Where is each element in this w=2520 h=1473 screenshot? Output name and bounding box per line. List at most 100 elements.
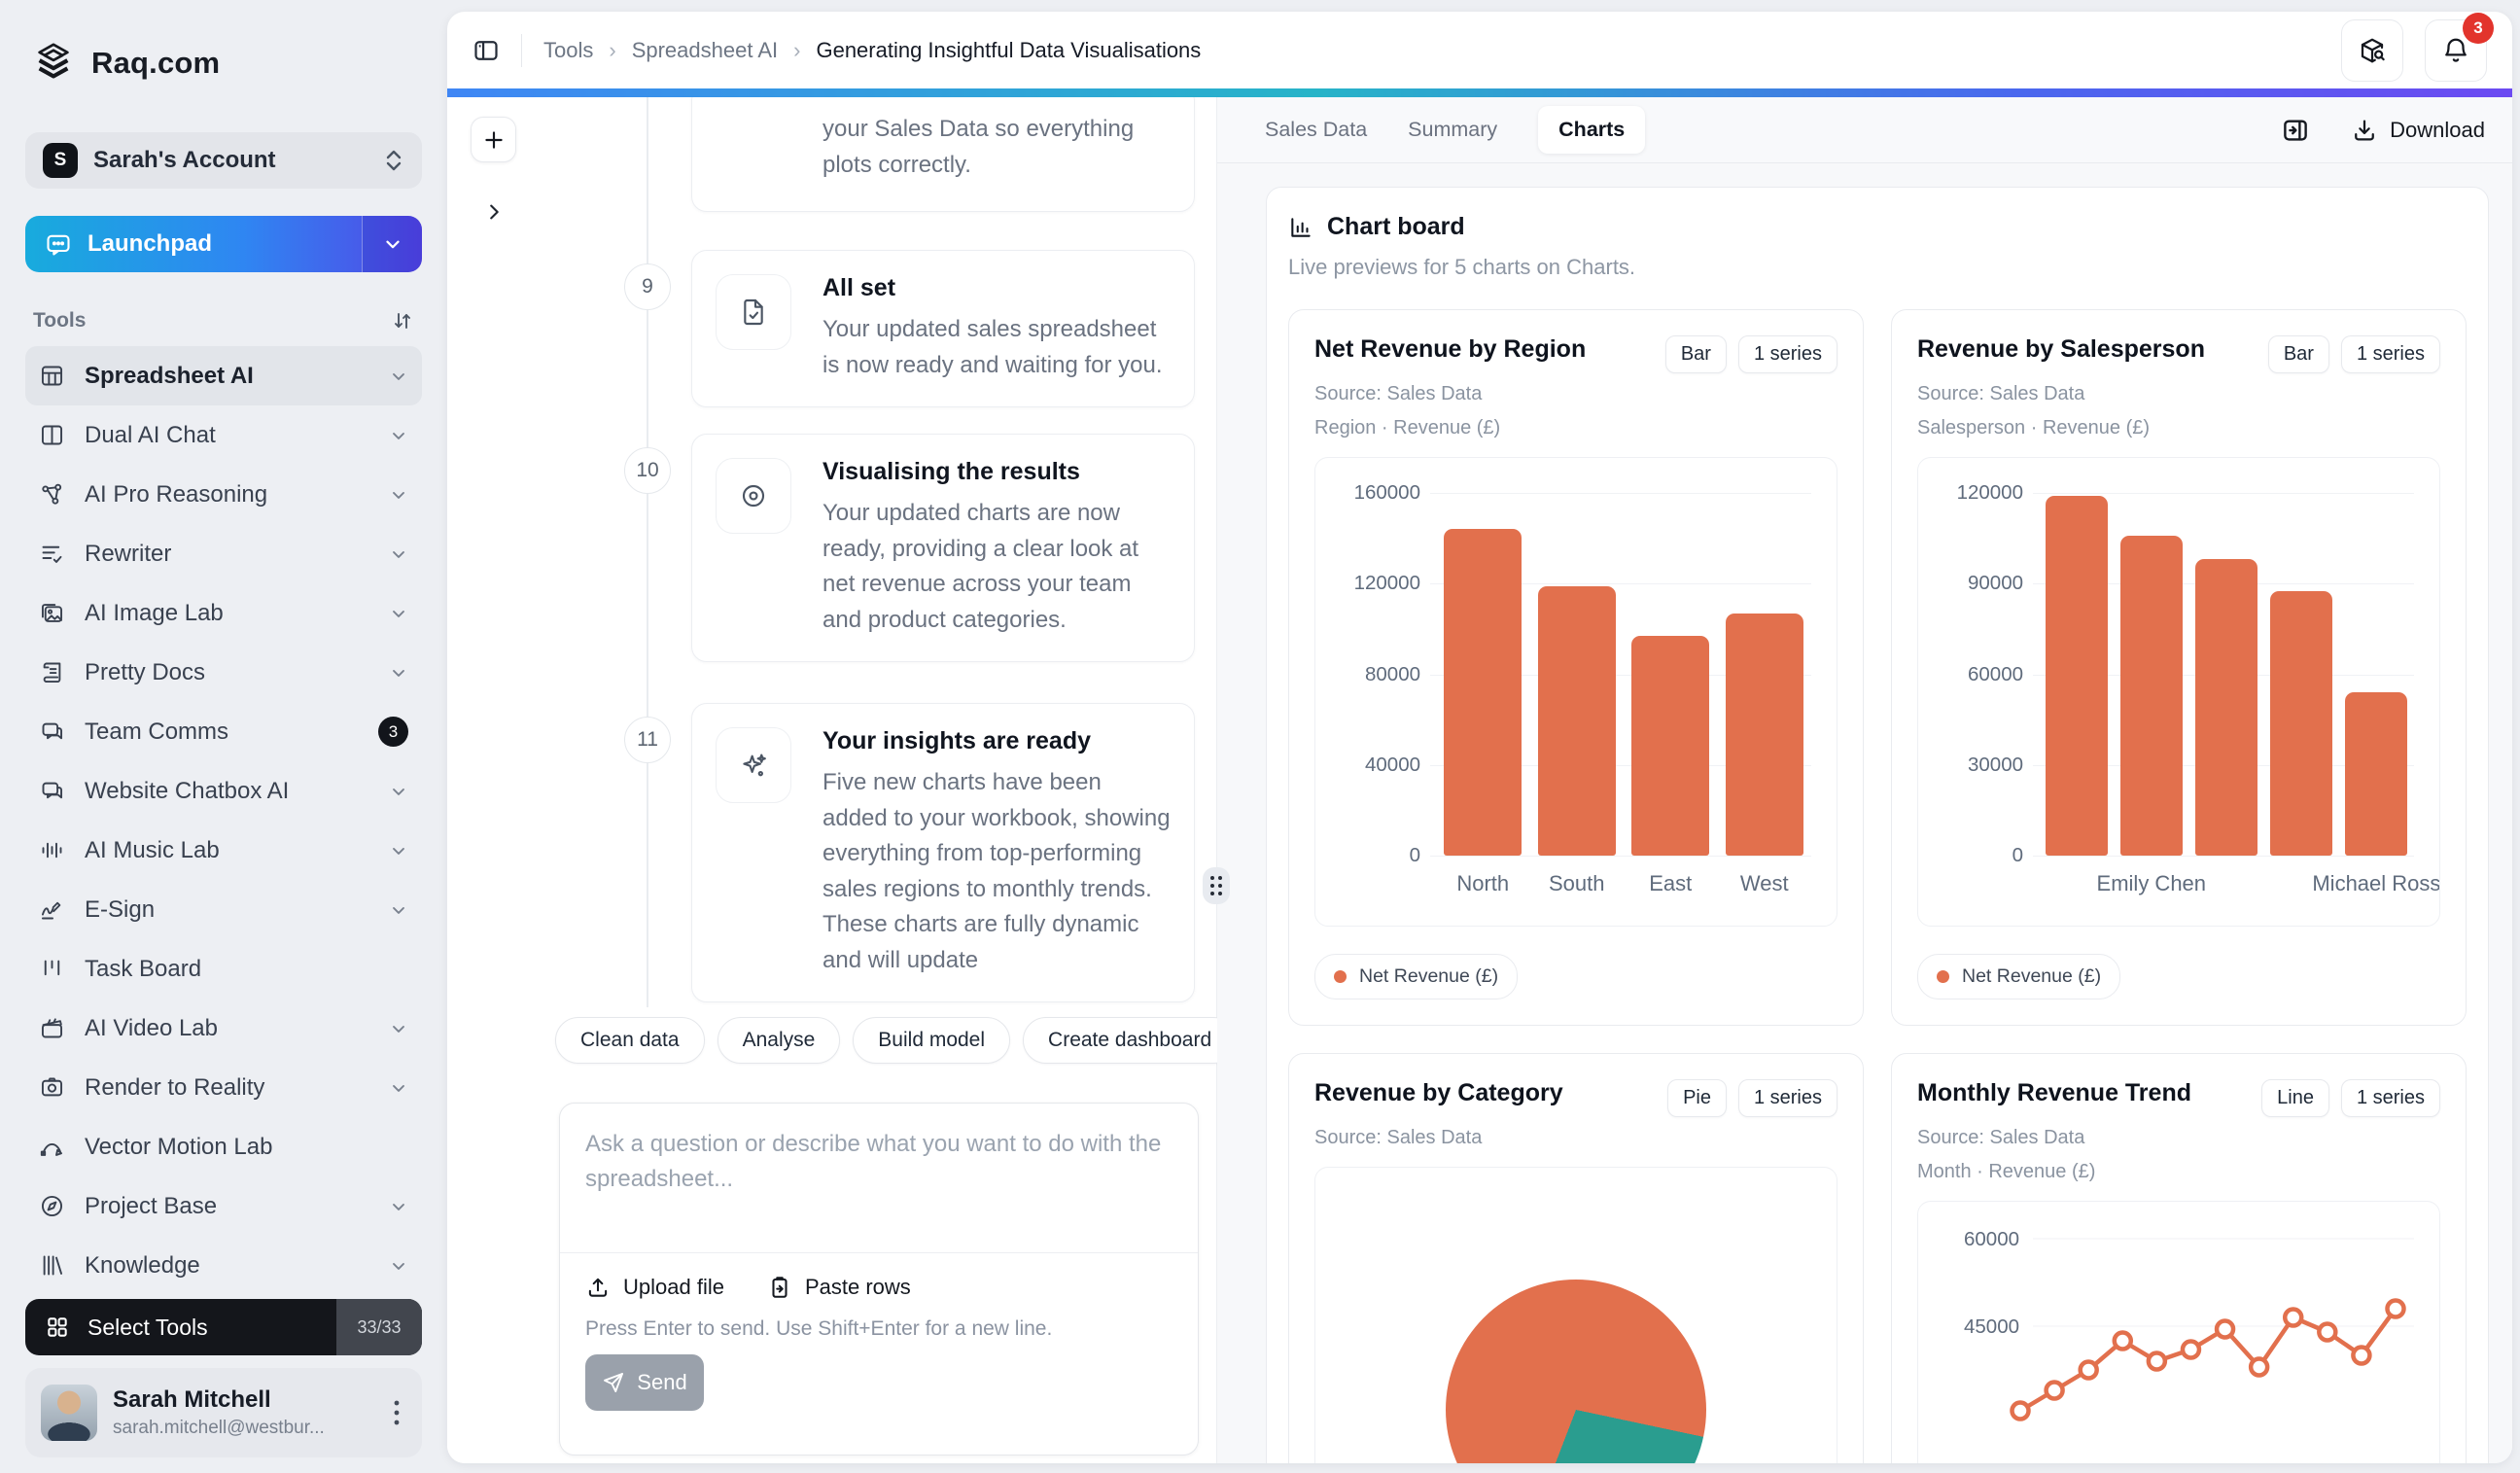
svg-text:60000: 60000 (1964, 1228, 2019, 1250)
sidebar-item-task-board[interactable]: Task Board (25, 939, 422, 999)
chart-type-badge: Bar (2268, 335, 2329, 373)
chat-bubble-icon (45, 230, 72, 258)
sidebar-item-rewriter[interactable]: Rewriter (25, 524, 422, 583)
launchpad-button[interactable]: Launchpad (25, 216, 422, 272)
chart-plot (1314, 1167, 1838, 1463)
message-timeline: your Sales Data so everything plots corr… (447, 97, 1216, 1007)
chart-type-badge: Line (2261, 1079, 2329, 1117)
series-count-badge: 1 series (1738, 335, 1838, 373)
chevron-down-icon (389, 604, 408, 623)
chart-title: Revenue by Category (1314, 1079, 1667, 1107)
chart-source: Source: Sales Data (1917, 1127, 2440, 1149)
chart-source: Source: Sales Data (1314, 1127, 1838, 1149)
step-number: 11 (624, 717, 671, 763)
tab-sales-data[interactable]: Sales Data (1265, 118, 1367, 142)
pane-resize-handle[interactable] (1203, 867, 1230, 904)
select-tools-count: 33/33 (336, 1299, 422, 1355)
chart-board-title: Chart board (1327, 213, 1465, 241)
message-title: All set (822, 274, 1171, 301)
send-button[interactable]: Send (585, 1354, 704, 1411)
sidebar-item-spreadsheet-ai[interactable]: Spreadsheet AI (25, 346, 422, 405)
paper-plane-icon (602, 1371, 625, 1394)
paste-rows-button[interactable]: Paste rows (767, 1275, 911, 1300)
chart-card-net-revenue-by-region: Net Revenue by Region Bar1 series Source… (1288, 309, 1864, 1026)
sidebar-item-ai-image-lab[interactable]: AI Image Lab (25, 583, 422, 643)
chat-input[interactable] (560, 1104, 1198, 1247)
sort-icon[interactable] (391, 309, 414, 333)
package-search-button[interactable] (2341, 19, 2403, 82)
series-count-badge: 1 series (2341, 335, 2440, 373)
tab-summary[interactable]: Summary (1408, 118, 1497, 142)
sidebar-item-project-base[interactable]: Project Base (25, 1176, 422, 1236)
sidebar-item-render-to-reality[interactable]: Render to Reality (25, 1058, 422, 1117)
spreadsheet-icon (39, 363, 65, 389)
collapse-panel-button[interactable] (2281, 116, 2310, 145)
tab-charts[interactable]: Charts (1538, 106, 1645, 154)
message-card: Your insights are ready Five new charts … (691, 703, 1195, 1002)
sidebar-item-e-sign[interactable]: E-Sign (25, 880, 422, 939)
sidebar-item-ai-music-lab[interactable]: AI Music Lab (25, 821, 422, 880)
user-email: sarah.mitchell@westbur... (113, 1418, 371, 1439)
chip-analyse[interactable]: Analyse (718, 1017, 841, 1064)
sidebar-item-knowledge[interactable]: Knowledge (25, 1236, 422, 1295)
grid-icon (45, 1315, 70, 1340)
chevron-down-icon (389, 367, 408, 386)
chatbox-icon (39, 778, 65, 804)
eye-icon (716, 458, 791, 534)
sidebar-item-ai-pro-reasoning[interactable]: AI Pro Reasoning (25, 465, 422, 524)
sidebar-toggle-icon[interactable] (472, 37, 500, 64)
legend-dot (1334, 970, 1347, 983)
kebab-menu-icon[interactable] (387, 1392, 406, 1433)
chart-source: Source: Sales Data (1917, 383, 2440, 405)
image-icon (39, 600, 65, 626)
chat-input-card: Upload file Paste rows Press Enter to se… (559, 1103, 1199, 1455)
breadcrumb-link[interactable]: Spreadsheet AI (632, 38, 778, 63)
sidebar-item-website-chatbox-ai[interactable]: Website Chatbox AI (25, 761, 422, 821)
chart-board-icon (1288, 215, 1313, 240)
unread-badge: 3 (378, 717, 408, 747)
taskboard-icon (39, 956, 65, 982)
chevron-down-icon (389, 544, 408, 564)
chart-legend: Net Revenue (£) (1314, 954, 1518, 1000)
chip-clean-data[interactable]: Clean data (555, 1017, 705, 1064)
breadcrumb-link[interactable]: Tools (543, 38, 593, 63)
comms-icon (39, 719, 65, 745)
step-number: 10 (624, 447, 671, 494)
upload-file-button[interactable]: Upload file (585, 1275, 724, 1300)
download-button[interactable]: Download (2351, 117, 2485, 144)
brand-name: Raq.com (91, 46, 220, 81)
select-tools-button[interactable]: Select Tools 33/33 (25, 1299, 422, 1355)
bar-East (1631, 636, 1709, 856)
download-icon (2351, 117, 2378, 144)
music-icon (39, 837, 65, 863)
chip-create-dashboard[interactable]: Create dashboard (1023, 1017, 1237, 1064)
chevron-down-icon (389, 485, 408, 505)
chevron-down-icon (389, 782, 408, 801)
sidebar-item-ai-video-lab[interactable]: AI Video Lab (25, 999, 422, 1058)
notifications-button[interactable]: 3 (2425, 19, 2487, 82)
docs-icon (39, 659, 65, 685)
launchpad-dropdown[interactable] (362, 216, 422, 272)
new-chat-button[interactable] (471, 117, 516, 162)
chart-legend: Net Revenue (£) (1917, 954, 2120, 1000)
chart-card-monthly-revenue-trend: Monthly Revenue Trend Line1 series Sourc… (1891, 1053, 2467, 1463)
account-label: Sarah's Account (93, 147, 368, 174)
brand: Raq.com (25, 0, 422, 86)
chat-pane: your Sales Data so everything plots corr… (447, 97, 1217, 1463)
sidebar-item-vector-motion-lab[interactable]: Vector Motion Lab (25, 1117, 422, 1176)
user-profile[interactable]: Sarah Mitchell sarah.mitchell@westbur... (25, 1368, 422, 1457)
chart-dimension: Salesperson · Revenue (£) (1917, 417, 2440, 439)
rewriter-icon (39, 541, 65, 567)
message-body: Five new charts have been added to your … (822, 765, 1171, 978)
chip-build-model[interactable]: Build model (853, 1017, 1010, 1064)
account-switcher[interactable]: S Sarah's Account (25, 132, 422, 189)
chevron-down-icon (389, 426, 408, 445)
expand-rail-icon[interactable] (483, 201, 505, 223)
sidebar-tool-list: Spreadsheet AI Dual AI Chat AI Pro Reaso… (25, 346, 422, 1295)
sidebar-item-team-comms[interactable]: Team Comms 3 (25, 702, 422, 761)
breadcrumb-separator: › (793, 38, 800, 63)
tools-header: Tools (33, 309, 86, 333)
sidebar-item-pretty-docs[interactable]: Pretty Docs (25, 643, 422, 702)
sidebar-item-dual-ai-chat[interactable]: Dual AI Chat (25, 405, 422, 465)
vector-icon (39, 1134, 65, 1160)
